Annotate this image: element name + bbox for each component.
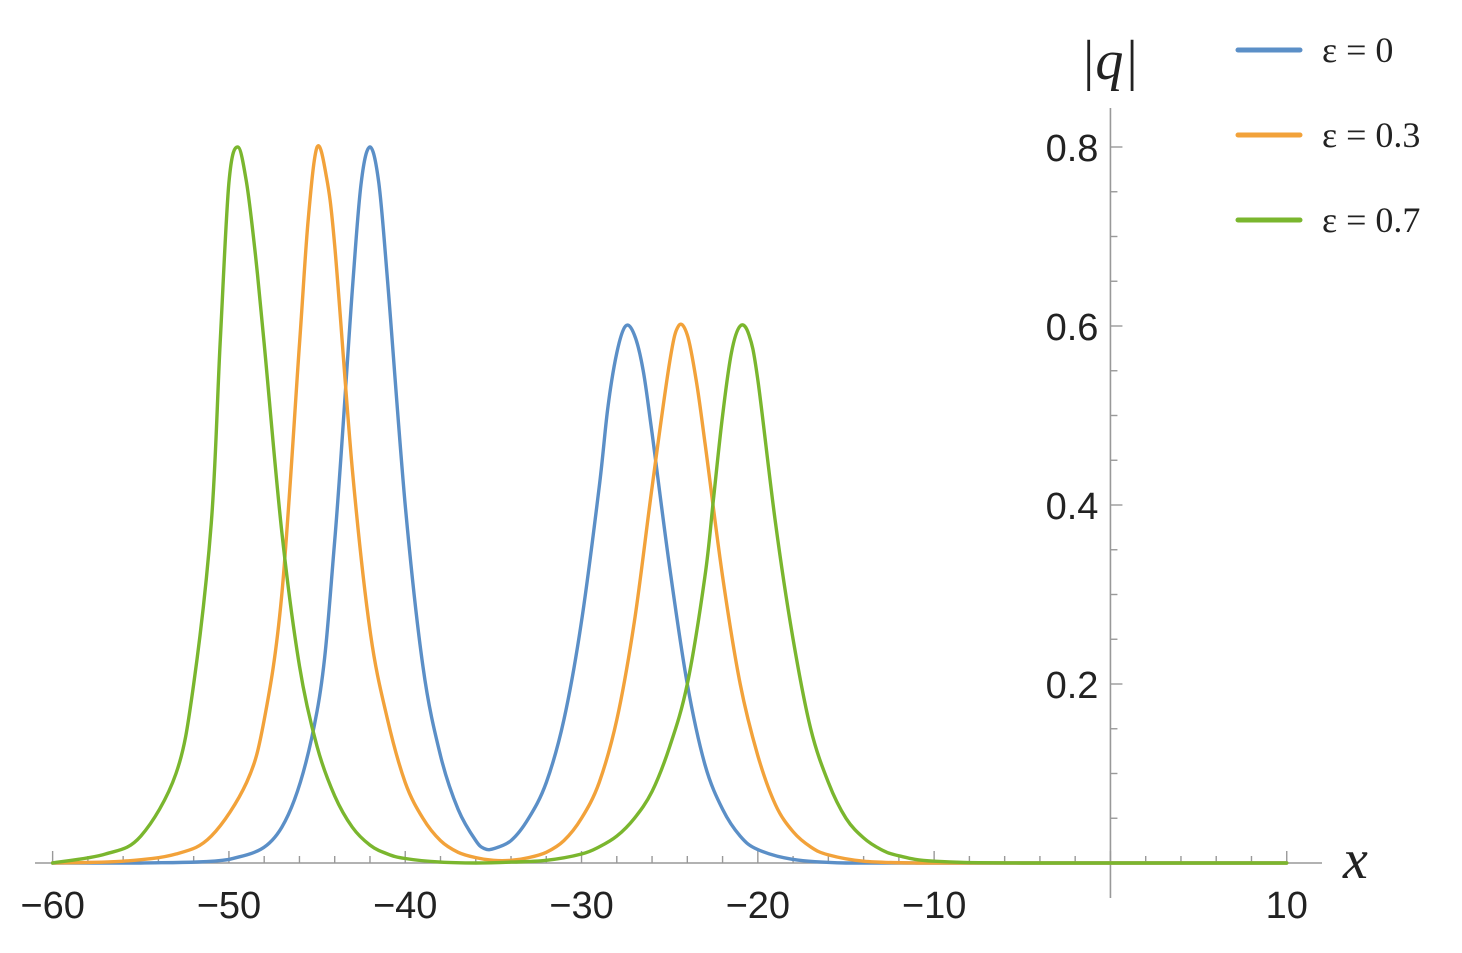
x-tick-label: −20 [726,885,790,927]
x-tick-label: −10 [902,885,966,927]
legend-item-eps-0-7: ε = 0.7 [1235,200,1420,240]
y-axis-title: |q| [1080,30,1139,92]
series-line-eps-0-3 [50,144,1289,865]
x-tick-label: −60 [20,885,84,927]
legend-label: ε = 0.7 [1322,200,1420,240]
x-axis-title: x [1342,829,1368,891]
series-lines [50,144,1289,865]
legend-label: ε = 0 [1322,30,1393,70]
series-line-eps-0 [50,145,1289,865]
x-tick-label: −30 [549,885,613,927]
x-tick-label: −40 [373,885,437,927]
legend-label: ε = 0.3 [1322,115,1420,155]
y-tick-label: 0.4 [1046,486,1099,528]
y-tick-label: 0.8 [1046,128,1099,170]
legend: ε = 0 ε = 0.3 ε = 0.7 [1235,30,1420,240]
x-tick-label: 10 [1266,885,1308,927]
y-tick-label: 0.6 [1046,307,1099,349]
x-tick-label: −50 [197,885,261,927]
series-line-eps-0-7 [50,145,1289,865]
legend-item-eps-0-3: ε = 0.3 [1235,115,1420,155]
legend-item-eps-0: ε = 0 [1235,30,1393,70]
y-tick-label: 0.2 [1046,665,1099,707]
axes: −60 −50 −40 −30 −20 −10 10 0.2 0.4 0.6 0.8 [20,108,1322,927]
